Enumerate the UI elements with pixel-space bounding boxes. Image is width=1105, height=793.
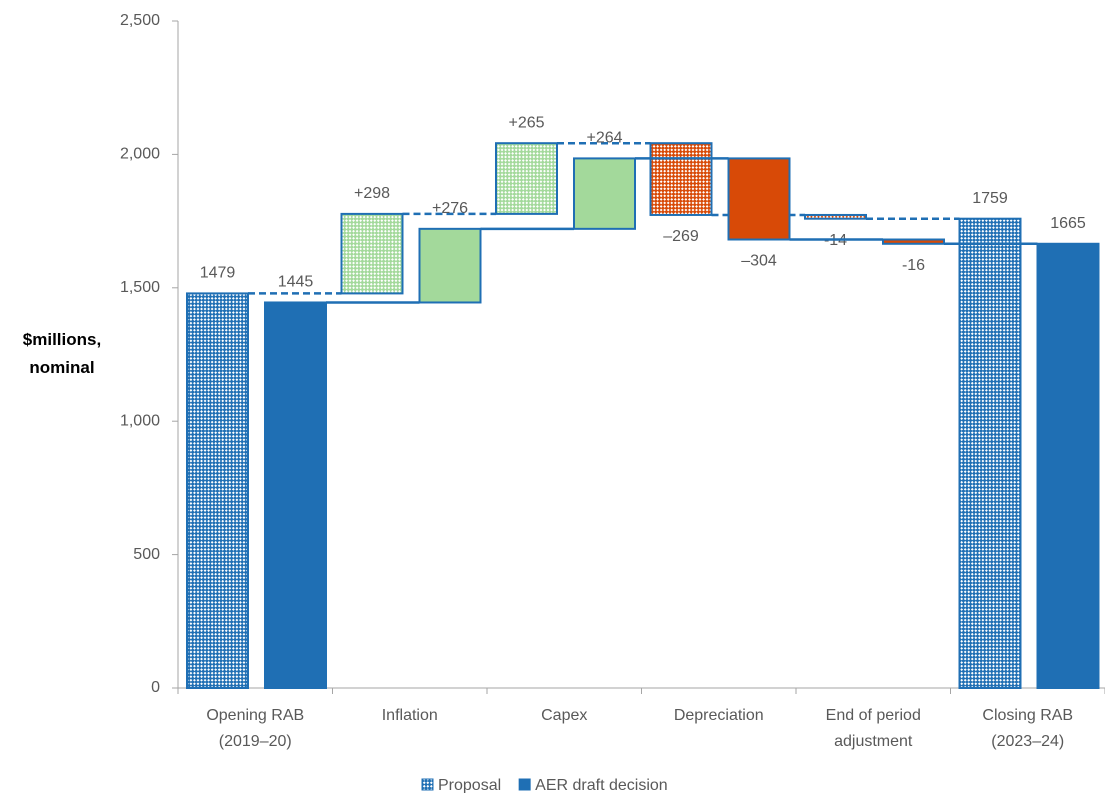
x-tick-label: Depreciation [674,707,764,724]
x-tick-label: Closing RAB (2023–24) [982,707,1073,750]
data-label: 1665 [1050,215,1086,232]
y-tick-label: 0 [151,679,160,696]
data-label: 1759 [972,190,1008,207]
bar [418,227,482,304]
y-tick-label: 500 [133,546,160,563]
data-label: -16 [902,257,925,274]
data-label: +298 [354,185,390,202]
bar [264,301,327,689]
data-label: 1479 [200,265,236,282]
bar [882,238,945,245]
bar [1036,242,1100,689]
y-axis-title: $millions, nominal [23,330,101,377]
bar [804,213,867,220]
data-label: 1445 [278,274,314,291]
data-label: +264 [586,130,622,147]
data-label: +276 [432,200,468,217]
bar [958,217,1022,690]
x-tick-label: Opening RAB (2019–20) [206,707,304,750]
y-tick-label: 2,500 [120,12,160,29]
bar [649,142,713,216]
bar [573,157,636,230]
bar [727,157,791,241]
bar [186,292,249,689]
x-tick-label: Capex [541,707,587,724]
y-tick-label: 1,000 [120,412,160,429]
legend-label: AER draft decision [535,777,668,793]
legend-label: Proposal [438,777,501,793]
bar [340,212,404,295]
x-tick-label: Inflation [382,707,438,724]
data-label: –269 [663,228,699,245]
legend-swatch [518,778,531,791]
legend-swatch [421,778,434,791]
y-tick-label: 1,500 [120,279,160,296]
data-label: –304 [741,253,777,270]
data-label: +265 [508,114,544,131]
x-tick-label: End of period adjustment [826,707,921,750]
y-tick-label: 2,000 [120,146,160,163]
bar [495,142,558,215]
